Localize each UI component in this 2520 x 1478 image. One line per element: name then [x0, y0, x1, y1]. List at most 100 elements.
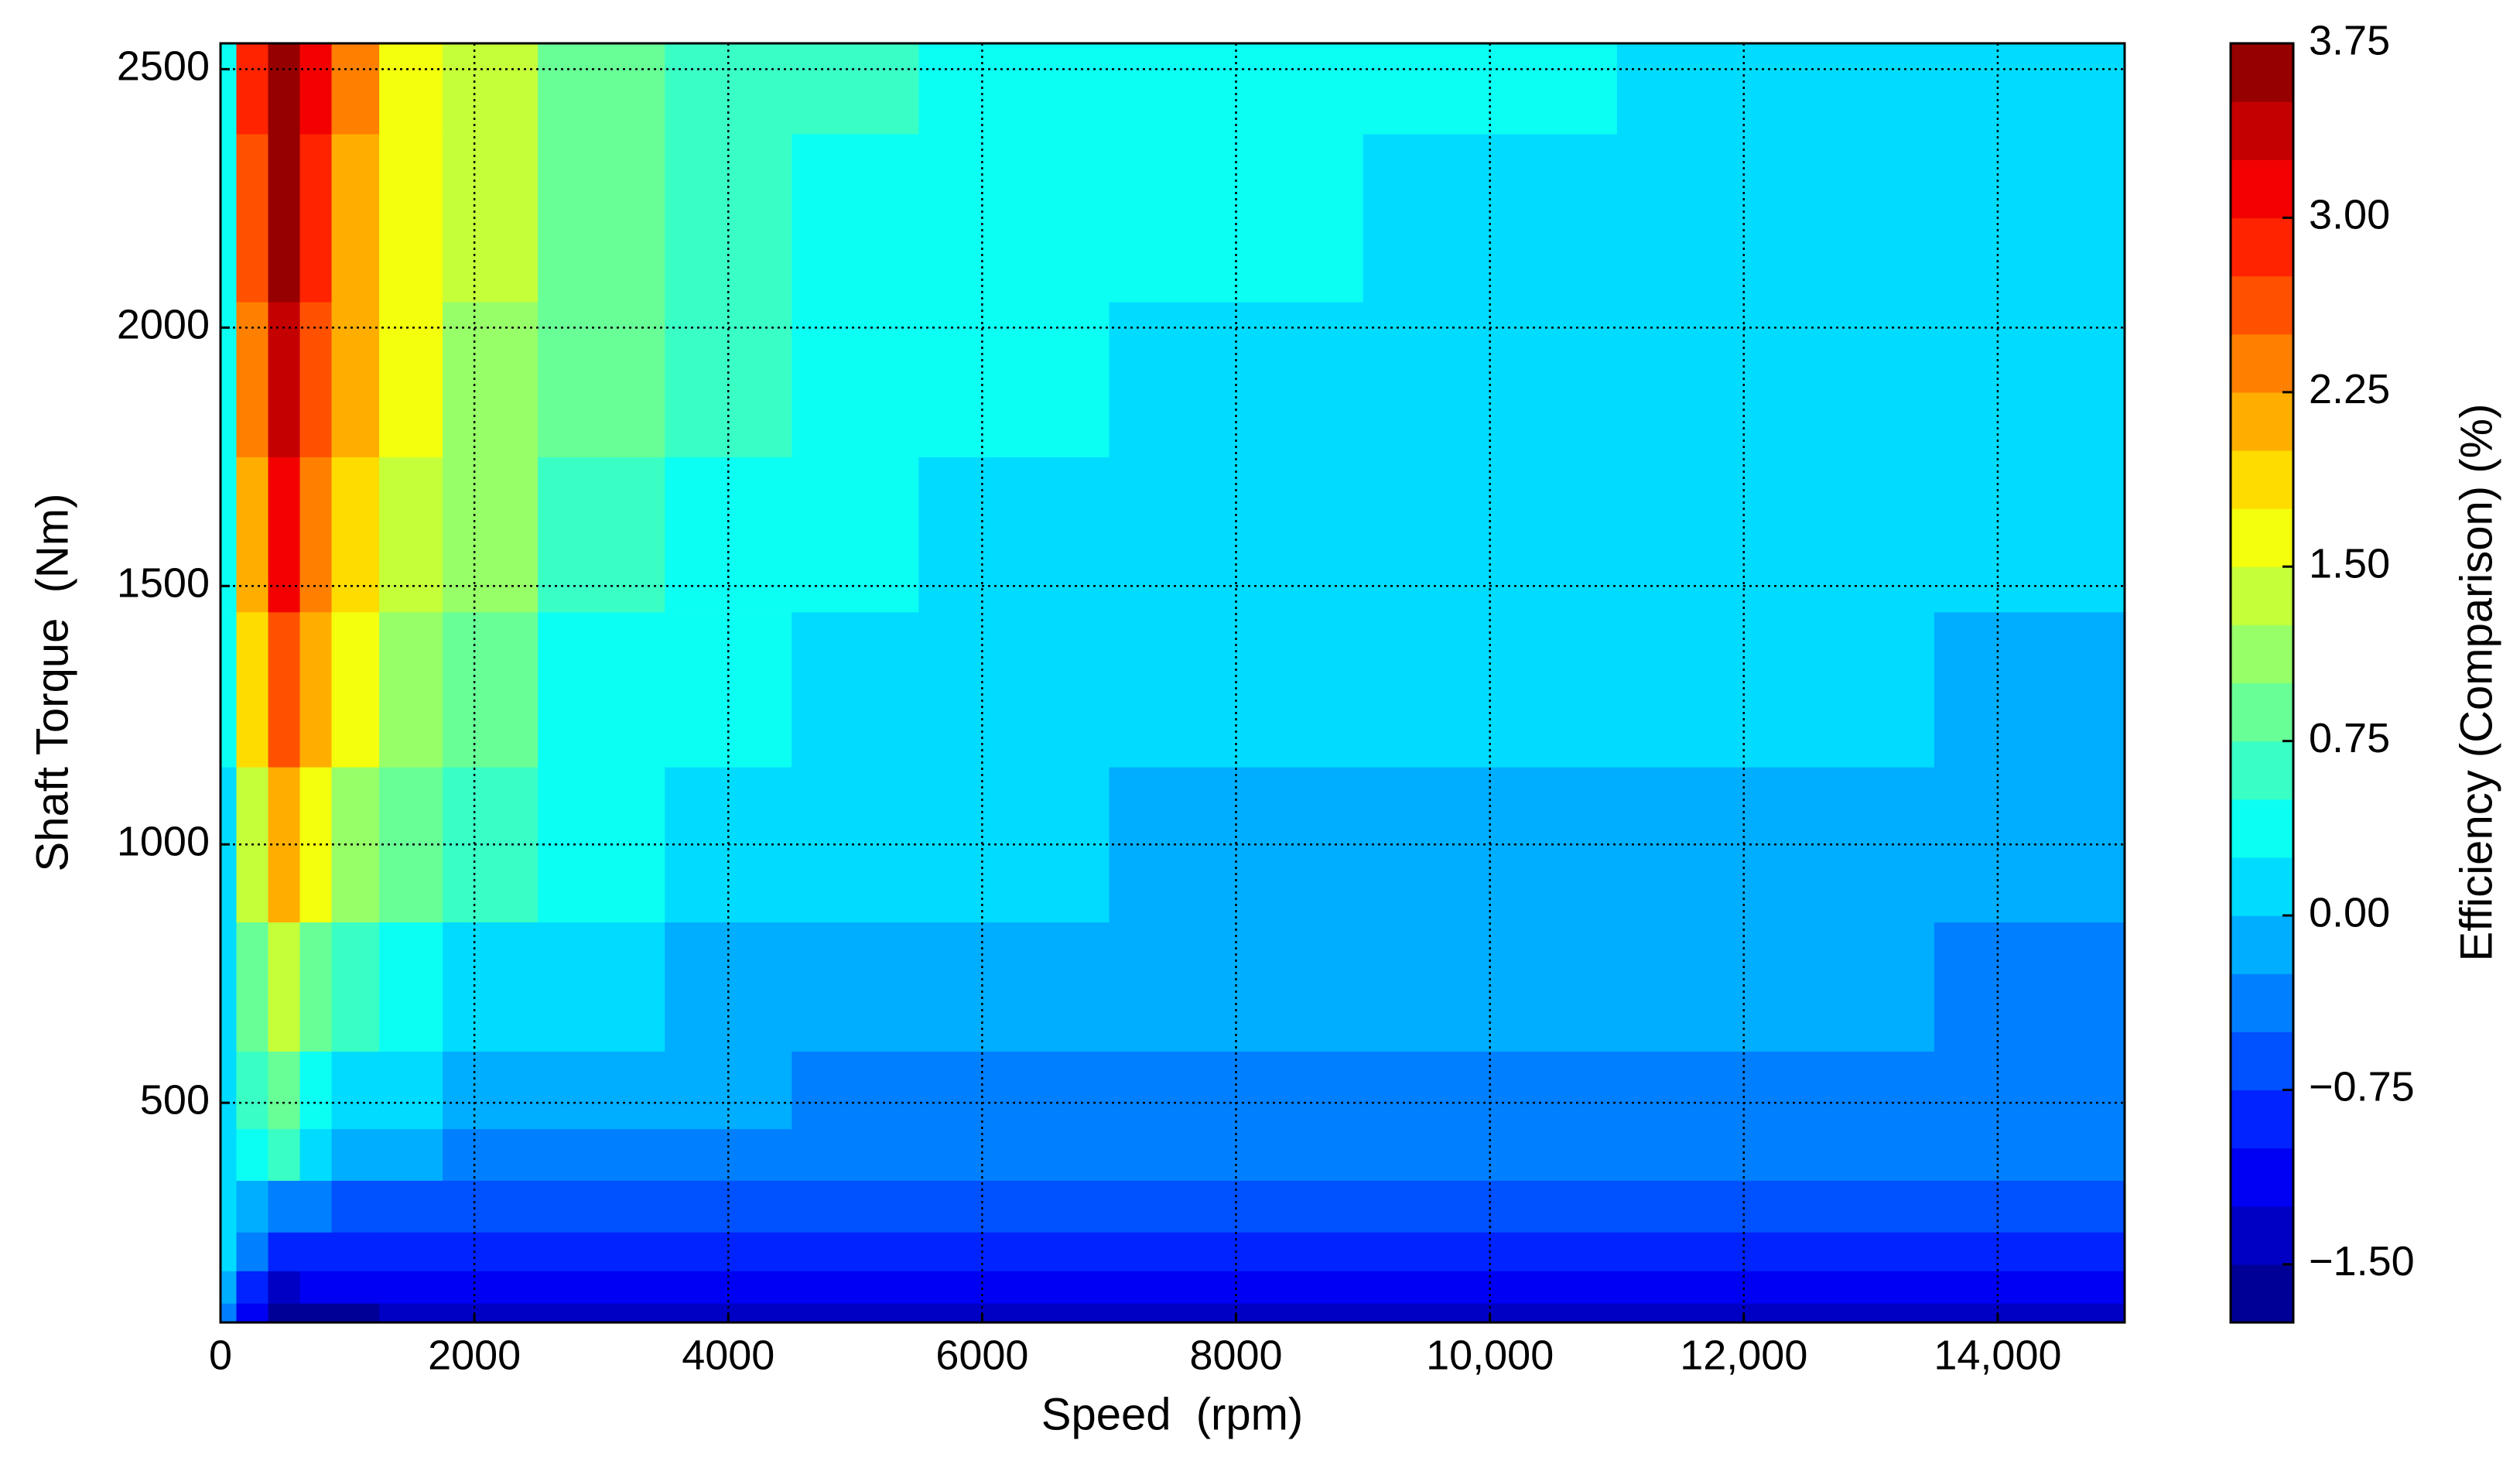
x-tick-label: 2000: [428, 1332, 521, 1378]
contour-cell: [792, 1051, 919, 1130]
contour-cell: [1934, 457, 2125, 613]
colorbar-band: [2231, 450, 2293, 509]
contour-cell: [1363, 1180, 1618, 1233]
y-tick-label: 1500: [117, 560, 210, 607]
contour-cell: [538, 1180, 665, 1233]
contour-cell: [1616, 133, 1935, 303]
contour-cell: [538, 1051, 665, 1130]
contour-cell: [1934, 1051, 2125, 1130]
colorbar-band: [2231, 1264, 2293, 1323]
contour-cell: [918, 1271, 1110, 1304]
contour-cell: [1934, 1128, 2125, 1181]
contour-cell: [1616, 1128, 1935, 1181]
contour-cell: [1934, 43, 2125, 135]
contour-cell: [1363, 1128, 1618, 1181]
contour-cell: [236, 301, 269, 457]
contour-cell: [299, 457, 333, 613]
colorbar-band: [2231, 508, 2293, 567]
contour-cell: [236, 133, 269, 303]
contour-cell: [538, 1232, 665, 1271]
colorbar-tick-label: 3.75: [2309, 17, 2390, 63]
contour-cell: [538, 133, 665, 303]
contour-cell: [665, 922, 792, 1052]
contour-cell: [236, 1271, 269, 1304]
contour-cell: [268, 457, 301, 613]
contour-cell: [538, 1128, 665, 1181]
contour-cell: [221, 922, 238, 1052]
contour-cell: [792, 457, 919, 613]
contour-cell: [1934, 611, 2125, 768]
contour-cell: [299, 43, 333, 135]
contour-cell: [268, 922, 301, 1052]
contour-cell: [443, 1302, 539, 1323]
contour-cell: [379, 1232, 443, 1271]
colorbar-band: [2231, 624, 2293, 684]
contour-cell: [538, 457, 665, 613]
contour-cell: [443, 922, 539, 1052]
contour-cell: [236, 1180, 269, 1233]
contour-cell: [538, 767, 665, 922]
colorbar-band: [2231, 1090, 2293, 1149]
colorbar-label: Efficiency (Comparison) (%): [2451, 404, 2501, 962]
contour-cell: [918, 43, 1110, 135]
contour-cell: [443, 1232, 539, 1271]
colorbar-tick-label: 0.75: [2309, 715, 2390, 761]
contour-cell: [918, 1128, 1110, 1181]
contour-cell: [918, 1051, 1110, 1130]
contour-cell: [299, 611, 333, 768]
colorbar-band: [2231, 1032, 2293, 1091]
contour-cell: [331, 611, 380, 768]
colorbar-band: [2231, 741, 2293, 800]
contour-cell: [1616, 1271, 1935, 1304]
contour-cell: [331, 1051, 380, 1130]
contour-cell: [299, 301, 333, 457]
contour-cell: [538, 611, 665, 768]
contour-cell: [792, 301, 919, 457]
contour-cell: [443, 1051, 539, 1130]
colorbar-band: [2231, 857, 2293, 916]
contour-cell: [331, 1232, 380, 1271]
contour-cell: [443, 1180, 539, 1233]
contour-cell: [221, 611, 238, 768]
contour-cell: [379, 301, 443, 457]
contour-cell: [918, 457, 1110, 613]
colorbar-tick-label: 0.00: [2309, 889, 2390, 936]
contour-cell: [236, 922, 269, 1052]
contour-cell: [1934, 1180, 2125, 1233]
contour-cell: [665, 1180, 792, 1233]
colorbar-band: [2231, 915, 2293, 974]
colorbar-tick-label: −1.50: [2309, 1238, 2415, 1285]
contour-cell: [331, 43, 380, 135]
contour-cell: [299, 1271, 333, 1304]
contour-cell: [268, 611, 301, 768]
colorbar-band: [2231, 566, 2293, 625]
colorbar-band: [2231, 683, 2293, 742]
colorbar-band: [2231, 43, 2293, 102]
colorbar-band: [2231, 217, 2293, 277]
x-tick-label: 8000: [1189, 1332, 1282, 1378]
x-tick-label: 14,000: [1934, 1332, 2061, 1378]
contour-cell: [1616, 457, 1935, 613]
colorbar-tick-label: 1.50: [2309, 540, 2390, 587]
colorbar-tick-label: −0.75: [2309, 1064, 2415, 1110]
contour-cell: [665, 1128, 792, 1181]
x-tick-label: 12,000: [1680, 1332, 1807, 1378]
x-tick-label: 6000: [935, 1332, 1028, 1378]
y-tick-label: 2500: [117, 43, 210, 90]
contour-cell: [299, 1128, 333, 1181]
contour-cell: [792, 1232, 919, 1271]
contour-cell: [268, 1128, 301, 1181]
contour-cell: [443, 43, 539, 135]
contour-cell: [1616, 301, 1935, 457]
contour-cell: [379, 43, 443, 135]
colorbar-band: [2231, 334, 2293, 393]
contour-cell: [379, 1180, 443, 1233]
contour-cell: [1616, 922, 1935, 1052]
contour-cell: [236, 1232, 269, 1271]
contour-cell: [299, 1051, 333, 1130]
contour-cell: [443, 133, 539, 303]
contour-cell: [331, 1180, 380, 1233]
contour-cell: [268, 1302, 301, 1323]
contour-cell: [221, 1302, 238, 1323]
x-tick-label: 0: [209, 1332, 232, 1378]
